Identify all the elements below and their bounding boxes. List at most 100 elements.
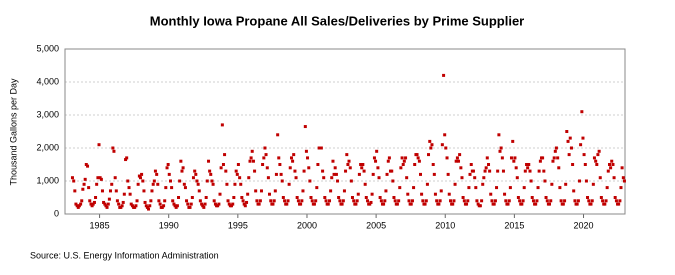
data-point [137,174,141,178]
data-point [575,202,579,206]
data-point [323,196,327,199]
data-point [393,199,397,203]
data-point [561,202,565,206]
data-point [258,199,262,203]
data-point [442,73,446,77]
data-point [433,192,437,196]
data-point [112,149,116,153]
data-point [350,196,354,199]
data-point [608,163,612,166]
data-point [102,200,106,204]
data-point [293,169,297,173]
data-point [188,205,192,209]
data-point [283,199,287,203]
data-point [399,166,403,170]
data-point [465,202,469,206]
data-point [550,182,554,186]
data-point [523,169,527,173]
data-point [240,196,244,199]
data-point [231,202,235,206]
data-point [542,169,546,173]
data-point [536,186,540,190]
data-point [583,163,587,166]
data-point [149,199,153,203]
y-tick-label: 0 [54,208,59,218]
data-point [609,166,613,170]
data-point [468,172,472,176]
data-point [209,172,213,176]
chart-title: Monthly Iowa Propane All Sales/Deliverie… [150,13,524,28]
data-point [409,202,413,206]
data-point [180,169,184,173]
data-point [80,199,84,203]
data-point [378,196,382,199]
data-point [234,169,238,173]
data-point [155,172,159,176]
data-point [374,159,378,163]
data-point [160,205,164,209]
data-point [172,202,176,206]
data-point [90,204,94,208]
data-point [295,196,299,199]
data-point [173,204,177,208]
data-point [273,189,277,193]
data-point [614,199,618,203]
data-point [543,179,547,183]
data-point [481,182,485,186]
data-point [151,182,155,186]
data-point [548,202,552,206]
data-point [551,159,555,163]
data-point [165,166,169,170]
x-tick-label: 1990 [159,220,179,230]
data-point [205,179,209,183]
data-point [579,143,583,147]
data-point [497,133,501,137]
data-point [221,163,225,166]
x-tick-label: 2000 [297,220,317,230]
data-point [333,166,337,170]
data-point [299,202,303,206]
data-point [332,172,336,176]
data-point [349,179,353,183]
data-point [341,199,345,203]
x-tick-label: 2015 [504,220,524,230]
x-tick-label: 1995 [228,220,248,230]
data-point [266,176,270,180]
data-point [235,172,239,176]
data-point [500,156,504,160]
data-point [385,172,389,176]
data-point [508,186,512,190]
data-point [447,192,451,196]
data-point [143,200,147,204]
data-point [397,199,401,203]
data-point [495,186,499,190]
data-point [144,204,148,208]
x-tick-label: 1985 [90,220,110,230]
data-point [70,176,74,180]
data-point [279,172,283,176]
data-point [92,200,96,204]
data-point [202,205,206,209]
data-point [573,199,577,203]
data-point [241,199,245,203]
data-point [174,205,178,209]
data-point [475,199,479,203]
data-point [566,139,570,143]
data-point [233,182,237,186]
data-point [549,199,553,203]
data-point [416,156,420,160]
data-point [587,199,591,203]
data-point [152,179,156,183]
data-point [417,159,421,163]
data-point [578,179,582,183]
data-point [338,199,342,203]
data-point [257,202,261,206]
data-point [541,156,545,160]
data-point [594,159,598,163]
data-point [572,189,576,193]
data-point [513,156,517,160]
data-point [136,182,140,186]
data-point [618,199,622,203]
data-point [135,199,139,203]
data-point [597,149,601,153]
